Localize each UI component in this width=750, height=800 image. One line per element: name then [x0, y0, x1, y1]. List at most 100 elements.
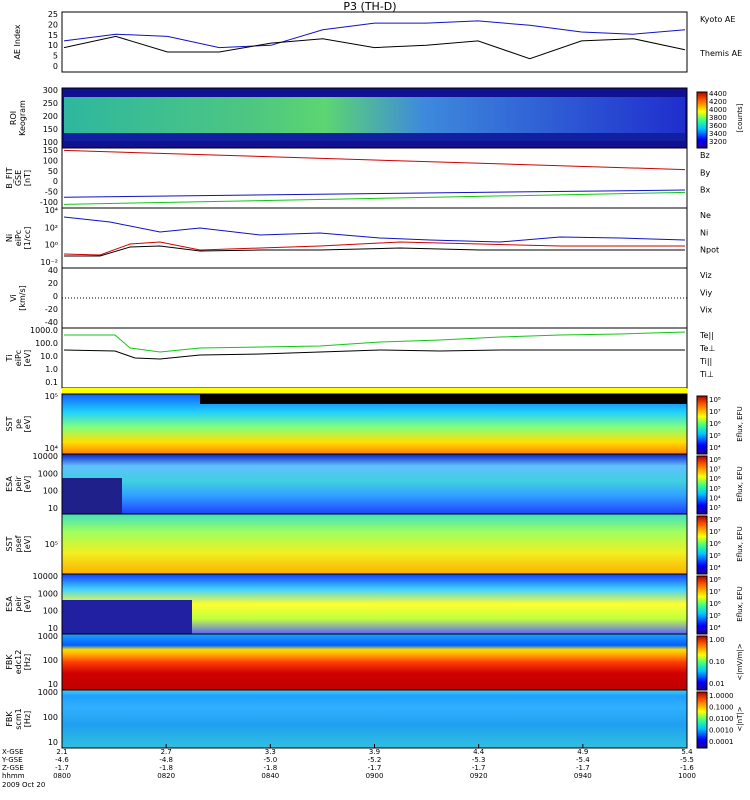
y-tick-label: 100 [43, 607, 58, 616]
colorbar-tick-label: 10⁵ [709, 552, 721, 560]
y-axis-label: pe [14, 419, 23, 429]
colorbar-tick-label: 0.0010 [709, 727, 734, 735]
y-tick-label: -40 [45, 318, 58, 327]
x-tick-label: -4.8 [159, 756, 173, 764]
panel-fbk1 [61, 633, 688, 691]
y-axis-label: [Hz] [23, 654, 32, 670]
y-axis-label: [km/s] [18, 285, 27, 311]
y-tick-label: 1000 [38, 589, 58, 598]
x-axis-row-label: Z-GSE [2, 764, 24, 772]
y-tick-label: 100 [43, 656, 58, 665]
x-tick-label: 5.4 [681, 748, 693, 756]
y-tick-label: 0 [53, 292, 58, 301]
y-tick-label: 5 [53, 52, 58, 61]
colorbar-fbk2 [696, 691, 708, 749]
colorbar-label: Eflux, EFU [736, 466, 744, 501]
colorbar-tick-label: 10⁴ [709, 444, 721, 452]
y-tick-label: 10000 [33, 572, 58, 581]
y-axis-label: FBK [5, 654, 14, 670]
legend-entry: Ti|| [699, 357, 712, 366]
legend-entry: Themis AE [699, 49, 742, 58]
x-tick-label: -5.0 [263, 756, 277, 764]
x-tick-label: -5.4 [576, 756, 590, 764]
colorbar-tick-label: 10⁴ [709, 494, 721, 502]
y-axis-label: ESA [5, 596, 14, 612]
colorbar-tick-label: 4400 [709, 90, 727, 98]
x-axis-row-label: 2009 Oct 20 [2, 781, 45, 789]
y-tick-label: 20 [48, 20, 58, 29]
series-line [63, 20, 686, 49]
y-axis-label: [1/cc] [23, 227, 32, 250]
x-axis-row-label: Y-GSE [1, 756, 23, 764]
y-tick-label: 1000 [38, 632, 58, 641]
y-axis-label: Vi [9, 294, 18, 302]
colorbar-sst1 [696, 395, 708, 455]
colorbar-tick-label: 10⁵ [709, 432, 721, 440]
colorbar-esa2 [696, 575, 708, 635]
x-tick-label: 3.3 [265, 748, 276, 756]
legend-entry: Bz [700, 151, 710, 160]
x-tick-label: -1.6 [680, 764, 694, 772]
panel-vi [61, 267, 688, 329]
panel-ti [61, 327, 688, 389]
colorbar-tick-label: 0.1000 [709, 704, 734, 712]
colorbar-tick-label: 10⁷ [709, 528, 721, 536]
colorbar-tick-label: 1.00 [709, 636, 725, 644]
x-tick-label: 4.4 [473, 748, 485, 756]
y-tick-label: 10² [45, 223, 58, 232]
y-tick-label: 10 [48, 680, 58, 689]
y-axis-label: SST [5, 416, 14, 431]
y-axis-label: psef [14, 535, 23, 552]
colorbar-tick-label: 10⁷ [709, 466, 721, 474]
x-tick-label: -1.8 [159, 764, 173, 772]
series-line [63, 189, 686, 198]
y-axis-label: edc12 [14, 650, 23, 675]
status-strip [62, 388, 687, 394]
y-axis-label: AE Index [13, 24, 22, 59]
y-tick-label: 100 [43, 713, 58, 722]
y-axis-label: scm1 [14, 708, 23, 729]
x-tick-label: -5.2 [368, 756, 382, 764]
y-tick-label: 10 [48, 624, 58, 633]
y-axis-label: FBK [5, 711, 14, 727]
y-tick-label: 200 [43, 112, 58, 121]
colorbar-tick-label: 10⁸ [709, 456, 721, 464]
series-line [63, 349, 685, 360]
colorbar-label: Eflux, EFU [736, 526, 744, 561]
colorbar-tick-label: 10⁸ [709, 516, 721, 524]
legend-entry: Bx [700, 186, 710, 195]
y-tick-label: 1000.0 [30, 326, 58, 335]
y-tick-label: 10000 [33, 452, 58, 461]
y-axis-label: GSE [14, 170, 23, 186]
panel-sst1 [61, 393, 688, 455]
y-axis-label: [eV] [23, 476, 32, 493]
colorbar-label: Eflux, EFU [736, 406, 744, 441]
colorbar-tick-label: 10⁶ [709, 540, 721, 548]
y-tick-label: 10 [48, 41, 58, 50]
series-line [63, 241, 685, 256]
panel-fbk2 [61, 689, 688, 749]
x-tick-label: 0820 [157, 772, 175, 780]
colorbar-tick-label: 10⁶ [709, 475, 721, 483]
colorbar-tick-label: 10⁶ [709, 420, 721, 428]
panel-keogram [61, 87, 688, 149]
y-axis-label: SST [5, 536, 14, 551]
y-tick-label: 250 [43, 99, 58, 108]
series-line [64, 331, 686, 353]
legend-entry: Ni [700, 228, 708, 237]
x-axis-row-label: hhmm [2, 772, 25, 780]
y-tick-label: 1000 [38, 688, 58, 697]
colorbar-label: <|nT|> [736, 706, 744, 731]
colorbar-tick-label: 10⁸ [709, 396, 721, 404]
legend-entry: Npot [700, 246, 719, 255]
x-tick-label: 0920 [470, 772, 488, 780]
y-tick-label: 100.0 [35, 339, 58, 348]
colorbar-tick-label: 10⁵ [709, 485, 721, 493]
colorbar-tick-label: 10⁴ [709, 624, 721, 632]
y-axis-label: [eV] [23, 350, 32, 367]
legend-entry: Te|| [699, 331, 714, 340]
x-tick-label: -1.7 [576, 764, 590, 772]
x-tick-label: 3.9 [369, 748, 380, 756]
